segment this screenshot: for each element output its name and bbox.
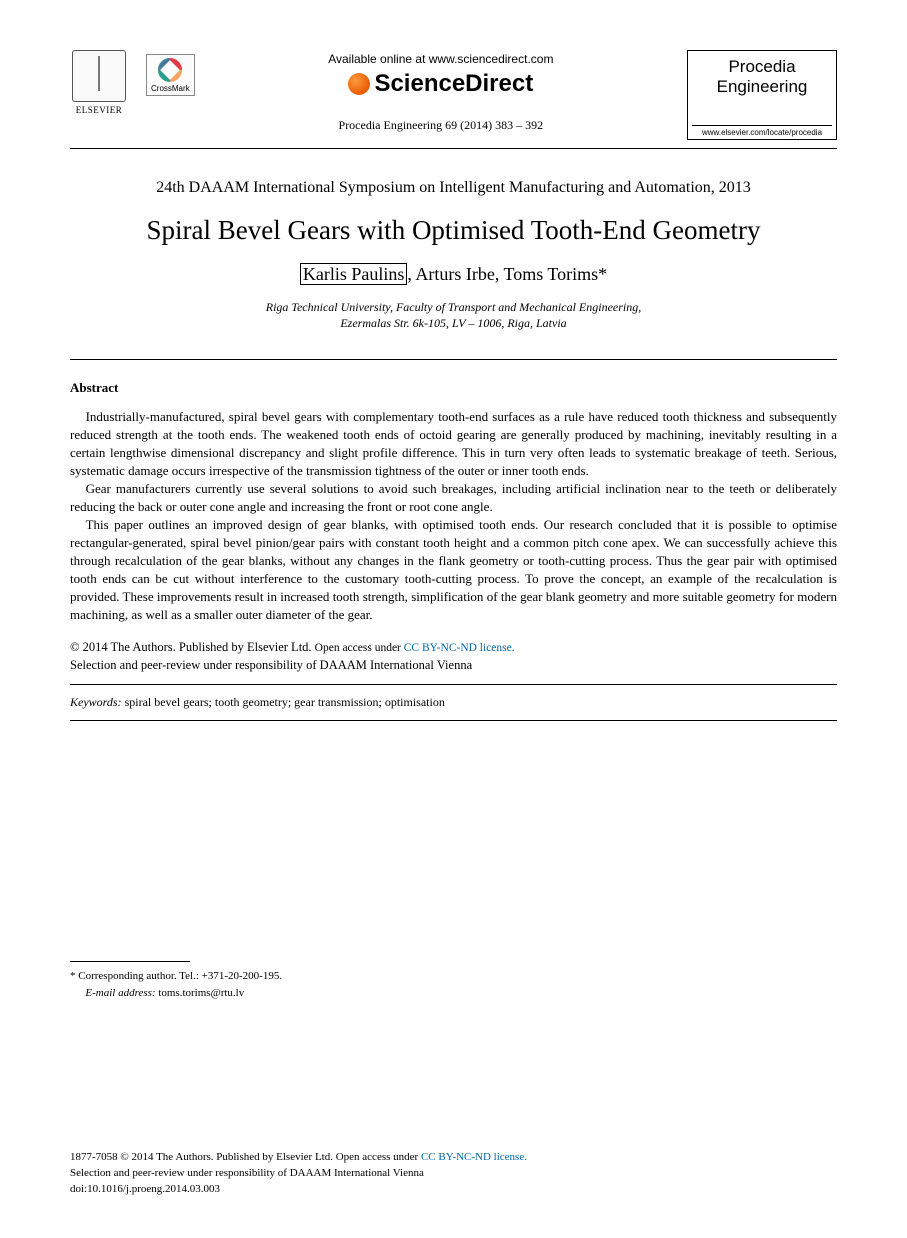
page-footer: 1877-7058 © 2014 The Authors. Published … (70, 1150, 837, 1198)
available-online-text: Available online at www.sciencedirect.co… (195, 52, 687, 66)
footer-doi[interactable]: doi:10.1016/j.proeng.2014.03.003 (70, 1183, 220, 1195)
paper-title: Spiral Bevel Gears with Optimised Tooth-… (70, 215, 837, 246)
abstract-body: Industrially-manufactured, spiral bevel … (70, 408, 837, 623)
corresponding-author: * Corresponding author. Tel.: +371-20-20… (70, 968, 837, 985)
author-highlighted[interactable]: Karlis Paulins (300, 263, 408, 285)
abstract-p3: This paper outlines an improved design o… (70, 516, 837, 624)
abstract-p2: Gear manufacturers currently use several… (70, 480, 837, 516)
header-left: ELSEVIER CrossMark (70, 50, 195, 120)
copyright-line2: Selection and peer-review under responsi… (70, 658, 472, 672)
citation-line: Procedia Engineering 69 (2014) 383 – 392 (195, 118, 687, 133)
keywords-text: spiral bevel gears; tooth geometry; gear… (122, 695, 445, 709)
conference-line: 24th DAAAM International Symposium on In… (70, 179, 837, 197)
footer-issn-b: Open access under (336, 1151, 421, 1163)
copyright-block: © 2014 The Authors. Published by Elsevie… (70, 638, 837, 675)
keywords-label: Keywords: (70, 695, 122, 709)
journal-url[interactable]: www.elsevier.com/locate/procedia (692, 125, 832, 137)
crossmark-icon (158, 58, 182, 82)
journal-name-line1: Procedia (728, 57, 795, 76)
abstract-top-divider (70, 359, 837, 360)
sciencedirect-logo[interactable]: ScienceDirect (348, 70, 533, 98)
footer-issn-a: 1877-7058 © 2014 The Authors. Published … (70, 1151, 336, 1163)
footer-review-line: Selection and peer-review under responsi… (70, 1167, 424, 1179)
keywords-bottom-divider (70, 720, 837, 721)
elsevier-tree-icon (72, 50, 126, 102)
keywords-top-divider (70, 684, 837, 685)
elsevier-logo: ELSEVIER (70, 50, 128, 120)
header-divider (70, 148, 837, 149)
elsevier-label: ELSEVIER (76, 105, 123, 115)
affiliation-line2: Ezermalas Str. 6k-105, LV – 1006, Riga, … (340, 316, 566, 330)
journal-box: Procedia Engineering www.elsevier.com/lo… (687, 50, 837, 140)
journal-name-line2: Engineering (717, 77, 808, 96)
license-link[interactable]: CC BY-NC-ND license. (404, 642, 515, 654)
footer-license-link[interactable]: CC BY-NC-ND license. (421, 1151, 527, 1163)
footnote-separator (70, 961, 190, 962)
footnote-block: * Corresponding author. Tel.: +371-20-20… (70, 968, 837, 1001)
affiliation: Riga Technical University, Faculty of Tr… (70, 299, 837, 331)
journal-name: Procedia Engineering (692, 57, 832, 98)
abstract-p1: Industrially-manufactured, spiral bevel … (70, 408, 837, 480)
email-address[interactable]: toms.torims@rtu.lv (156, 987, 245, 999)
affiliation-line1: Riga Technical University, Faculty of Tr… (266, 300, 642, 314)
author-list: Karlis Paulins, Arturs Irbe, Toms Torims… (70, 264, 837, 285)
crossmark-label: CrossMark (151, 84, 190, 93)
keywords-line: Keywords: spiral bevel gears; tooth geom… (70, 695, 837, 710)
email-label: E-mail address: (85, 987, 155, 999)
author-rest: , Arturs Irbe, Toms Torims* (407, 264, 607, 284)
crossmark-badge[interactable]: CrossMark (146, 54, 195, 96)
header-center: Available online at www.sciencedirect.co… (195, 50, 687, 133)
sciencedirect-orb-icon (348, 73, 370, 95)
copyright-line1b: Open access under (315, 642, 404, 654)
abstract-heading: Abstract (70, 380, 837, 396)
sciencedirect-wordmark: ScienceDirect (374, 70, 533, 98)
copyright-line1a: © 2014 The Authors. Published by Elsevie… (70, 640, 315, 654)
header-row: ELSEVIER CrossMark Available online at w… (70, 50, 837, 140)
